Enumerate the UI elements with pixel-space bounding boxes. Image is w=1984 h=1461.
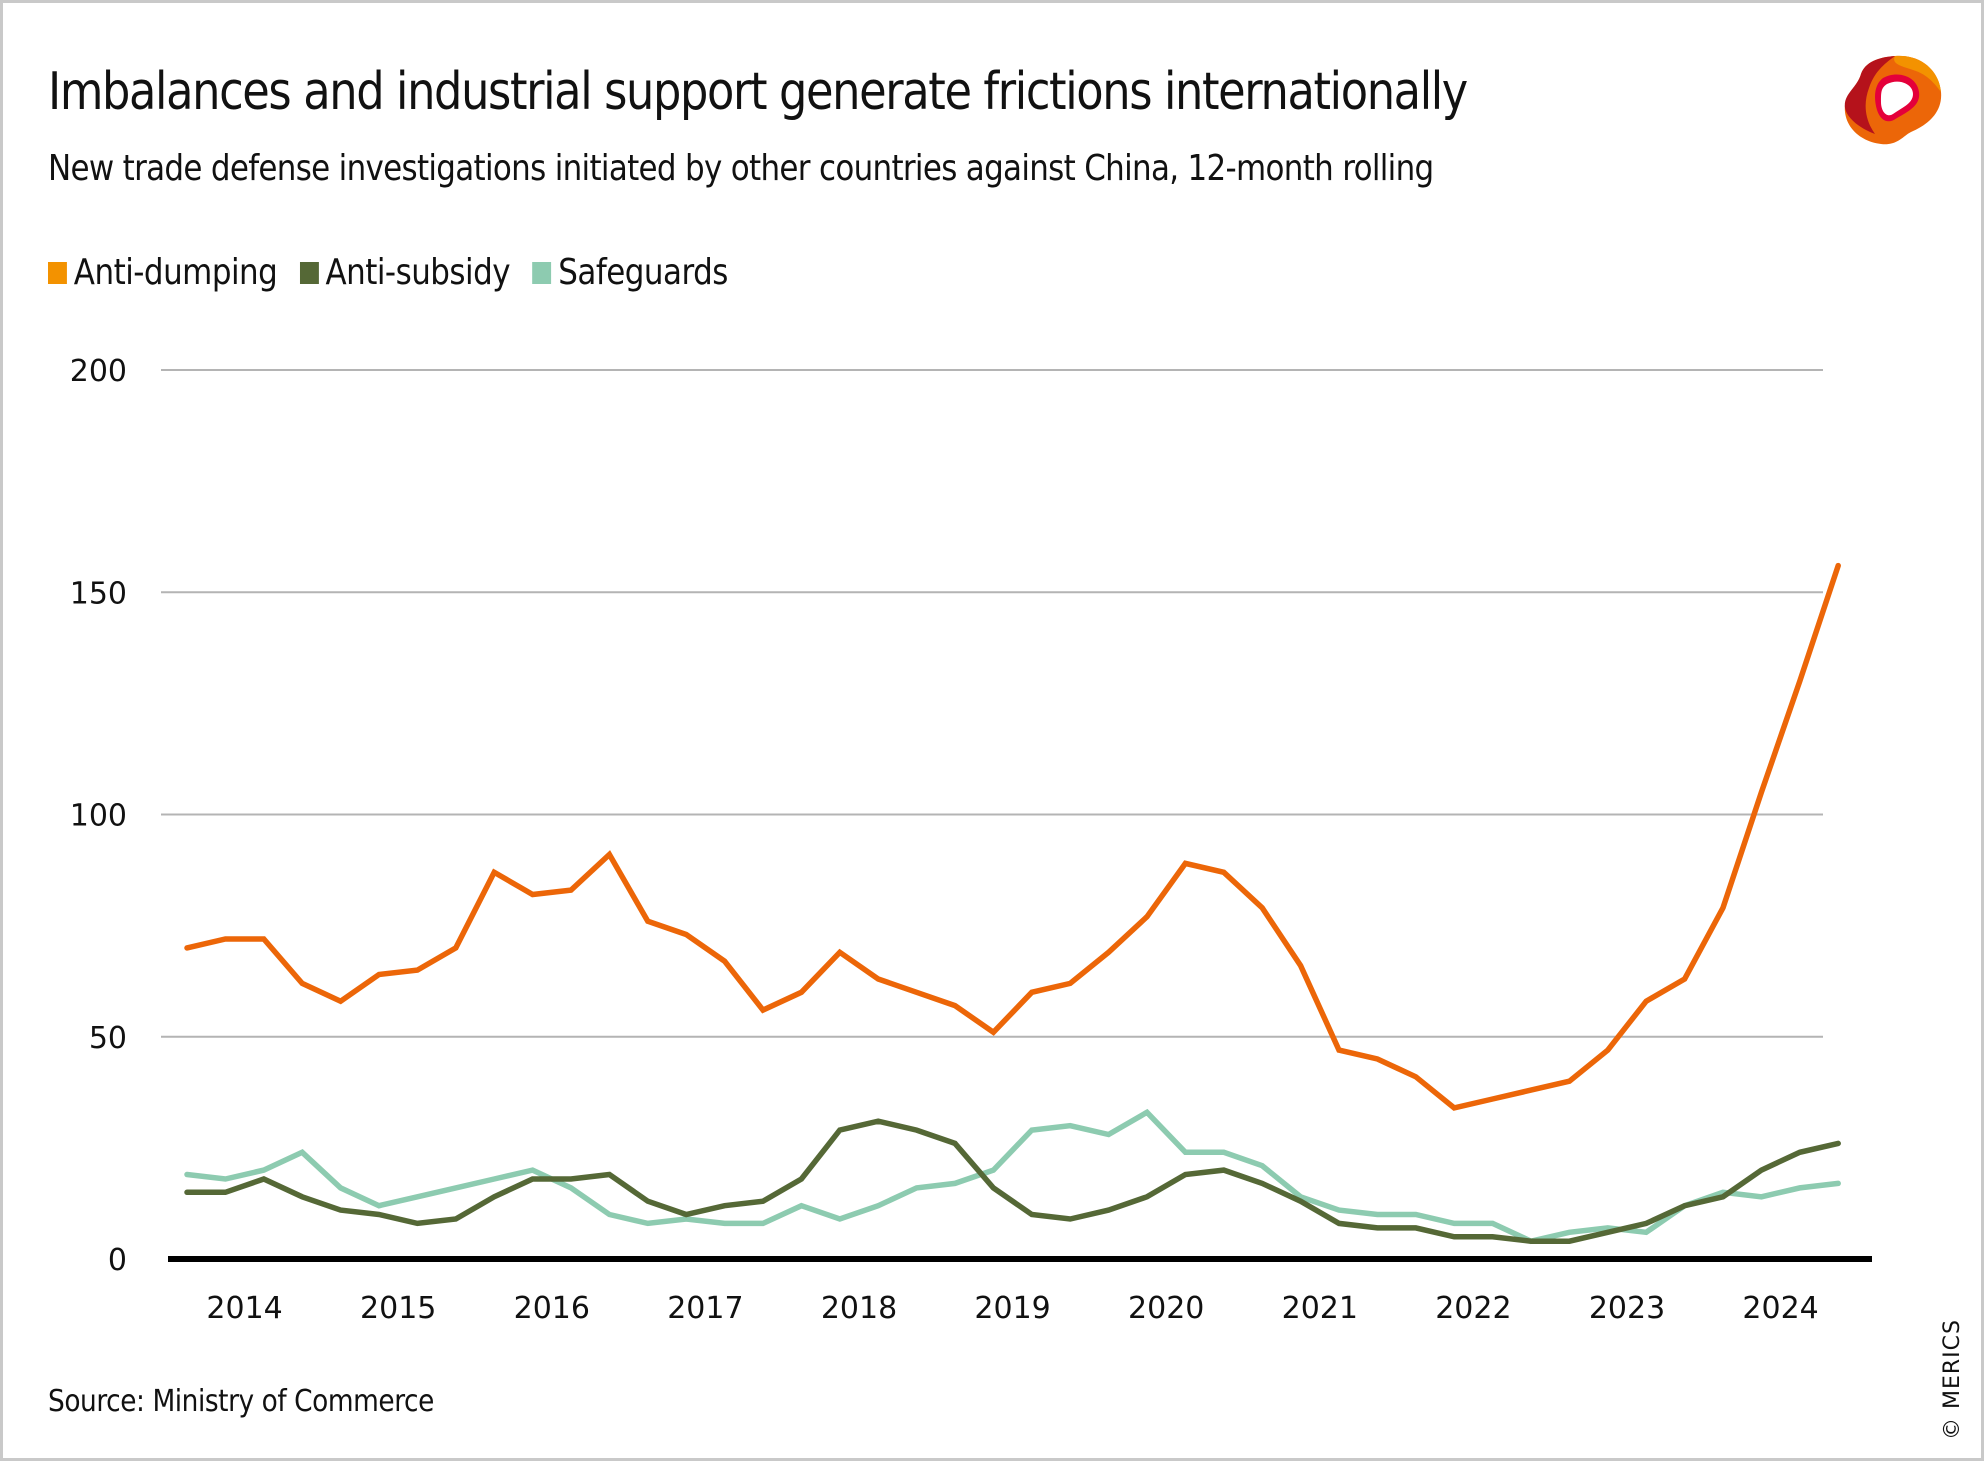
y-tick-label: 150 xyxy=(70,576,127,611)
source-note: Source: Ministry of Commerce xyxy=(48,1384,434,1419)
gridlines xyxy=(161,369,1823,1038)
x-tick-label: 2017 xyxy=(667,1291,743,1326)
series-lines xyxy=(184,562,1841,1245)
copyright-note: © MERICS xyxy=(1940,1319,1965,1440)
y-tick-label: 50 xyxy=(89,1021,127,1056)
legend-item-anti-subsidy[interactable]: Anti-subsidy xyxy=(299,252,511,293)
x-tick-label: 2019 xyxy=(974,1291,1050,1326)
y-tick-label: 0 xyxy=(108,1243,127,1278)
x-tick-label: 2015 xyxy=(360,1291,436,1326)
legend-label: Safeguards xyxy=(558,252,728,293)
series-line-anti-dumping xyxy=(184,562,1841,1111)
x-tick-label: 2023 xyxy=(1589,1291,1665,1326)
x-tick-label: 2021 xyxy=(1282,1291,1358,1326)
legend-item-safeguards[interactable]: Safeguards xyxy=(532,252,728,293)
legend-item-anti-dumping[interactable]: Anti-dumping xyxy=(48,252,278,293)
y-tick-label: 200 xyxy=(70,354,127,389)
series-line-safeguards xyxy=(184,1108,1841,1245)
chart-title: Imbalances and industrial support genera… xyxy=(48,62,1468,122)
legend-swatch-anti-dumping xyxy=(48,261,67,284)
x-tick-label: 2024 xyxy=(1742,1291,1818,1326)
legend-swatch-safeguards xyxy=(532,261,552,284)
y-axis-tick-labels: 0 50 100 150 200 xyxy=(70,354,127,1278)
x-tick-label: 2014 xyxy=(206,1291,282,1326)
x-tick-label: 2018 xyxy=(821,1291,897,1326)
x-tick-label: 2022 xyxy=(1435,1291,1511,1326)
merics-logo-icon xyxy=(1844,55,1942,145)
chart-legend: Anti-dumping Anti-subsidy Safeguards xyxy=(48,252,750,293)
legend-label: Anti-dumping xyxy=(73,252,278,293)
legend-label: Anti-subsidy xyxy=(325,252,511,293)
legend-swatch-anti-subsidy xyxy=(299,261,319,284)
series-line-anti-subsidy xyxy=(184,1118,1841,1244)
x-tick-label: 2016 xyxy=(514,1291,590,1326)
x-axis-tick-labels: 2014 2015 2016 2017 2018 2019 2020 2021 2022 2023… xyxy=(206,1291,1818,1326)
x-tick-label: 2020 xyxy=(1128,1291,1204,1326)
y-tick-label: 100 xyxy=(70,799,127,834)
chart-subtitle: New trade defense investigations initiat… xyxy=(48,148,1434,189)
